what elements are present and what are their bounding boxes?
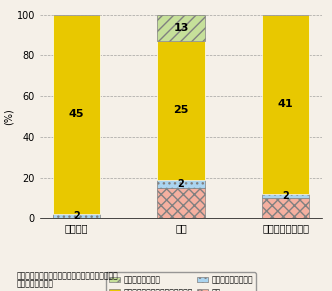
Text: 25: 25 xyxy=(173,105,189,115)
Text: 2: 2 xyxy=(178,179,184,189)
Bar xyxy=(262,15,309,194)
Bar xyxy=(157,41,205,180)
Text: 41: 41 xyxy=(278,99,293,109)
Text: 資料）国土交通省: 資料）国土交通省 xyxy=(17,280,53,289)
Bar xyxy=(53,214,100,218)
Text: （注）グラフ内の数値は、回答した都道府県数。: （注）グラフ内の数値は、回答した都道府県数。 xyxy=(17,271,118,280)
Bar xyxy=(262,198,309,218)
Text: 13: 13 xyxy=(173,23,189,33)
Text: 2: 2 xyxy=(73,211,80,221)
Bar xyxy=(157,15,205,41)
Bar xyxy=(262,194,309,198)
Bar xyxy=(157,180,205,188)
Text: 2: 2 xyxy=(282,191,289,201)
Bar xyxy=(53,15,100,214)
Legend: 現時点で支障あり, 現時点で支障ないが将来的に懸念, 将来的にも懸念なし, 不明: 現時点で支障あり, 現時点で支障ないが将来的に懸念, 将来的にも懸念なし, 不明 xyxy=(106,272,256,291)
Text: 45: 45 xyxy=(68,109,84,119)
Y-axis label: (%): (%) xyxy=(4,108,14,125)
Bar xyxy=(157,188,205,218)
